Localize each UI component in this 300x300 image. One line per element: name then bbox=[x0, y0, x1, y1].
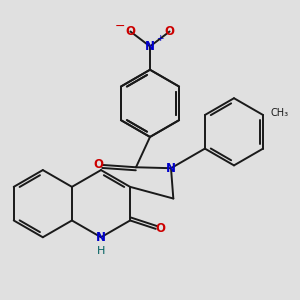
Text: O: O bbox=[165, 25, 175, 38]
Text: N: N bbox=[145, 40, 155, 53]
Text: O: O bbox=[94, 158, 104, 171]
Text: H: H bbox=[97, 246, 105, 256]
Text: N: N bbox=[96, 231, 106, 244]
Text: O: O bbox=[125, 25, 135, 38]
Text: O: O bbox=[155, 222, 165, 236]
Text: −: − bbox=[115, 20, 125, 33]
Text: +: + bbox=[156, 34, 163, 43]
Text: N: N bbox=[166, 162, 176, 175]
Text: CH₃: CH₃ bbox=[270, 108, 288, 118]
